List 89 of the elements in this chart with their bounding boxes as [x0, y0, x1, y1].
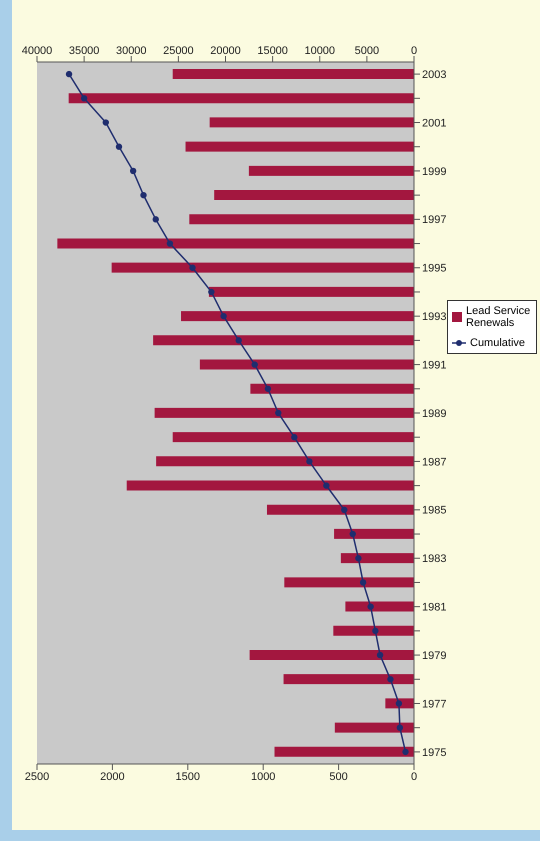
- point: [367, 603, 374, 610]
- point: [323, 482, 330, 489]
- y-tick-label: 1993: [422, 311, 446, 324]
- bar: [210, 117, 414, 128]
- x-tick-label: 0: [410, 770, 418, 783]
- point: [235, 337, 242, 344]
- point: [360, 579, 366, 586]
- y-tick-label: 1999: [422, 166, 446, 178]
- y-tick-label: 1981: [422, 602, 446, 614]
- legend-label: Lead Service Renewals: [466, 305, 532, 329]
- x-tick-label: 2500: [24, 770, 50, 783]
- point: [189, 264, 196, 271]
- bar: [208, 286, 414, 297]
- y-tick-label: 1983: [422, 553, 446, 566]
- bar: [214, 190, 414, 200]
- point: [140, 192, 147, 198]
- point: [80, 95, 88, 102]
- point: [166, 240, 174, 247]
- point: [66, 70, 72, 78]
- bar: [153, 335, 414, 346]
- x-tick-label: 500: [329, 770, 348, 783]
- point: [102, 119, 110, 126]
- point: [355, 555, 362, 562]
- x-tick-label: 1000: [250, 770, 276, 783]
- point: [252, 361, 258, 368]
- legend-label: Cumulative: [470, 337, 526, 349]
- point: [306, 458, 313, 465]
- bar: [181, 311, 414, 322]
- bar: [284, 674, 414, 684]
- bar: [172, 432, 414, 442]
- x2-tick-label: 5000: [354, 45, 380, 57]
- bar: [126, 480, 414, 491]
- x2-tick-label: 35000: [68, 45, 100, 57]
- x2-tick-label: 0: [410, 45, 418, 57]
- bar: [274, 746, 414, 757]
- bar: [57, 238, 414, 248]
- x-tick-label: 1500: [176, 770, 200, 783]
- bar: [340, 553, 414, 564]
- point: [372, 628, 379, 634]
- point: [130, 168, 136, 174]
- bar: [345, 602, 414, 612]
- bar: [334, 528, 414, 539]
- bar: [200, 359, 414, 370]
- point: [275, 410, 282, 416]
- bar: [250, 384, 414, 394]
- point: [402, 748, 409, 756]
- point: [264, 386, 272, 392]
- point: [116, 144, 122, 150]
- point: [341, 506, 348, 514]
- y-tick-label: 1997: [422, 214, 446, 226]
- y-tick-label: 1975: [422, 746, 446, 759]
- point: [396, 700, 402, 707]
- y-tick-label: 2003: [422, 69, 446, 82]
- x2-tick-label: 10000: [304, 45, 336, 57]
- point: [220, 312, 227, 320]
- y-tick-label: 1985: [422, 504, 446, 517]
- point: [208, 288, 215, 296]
- point: [291, 434, 298, 440]
- bar: [284, 577, 414, 588]
- x2-tick-label: 15000: [257, 45, 288, 57]
- x2-tick-label: 20000: [210, 45, 241, 57]
- point: [376, 652, 384, 658]
- bar: [333, 626, 414, 636]
- point: [350, 530, 356, 538]
- x2-tick-label: 25000: [163, 45, 194, 57]
- bar: [156, 456, 414, 466]
- bar: [112, 262, 414, 273]
- y-tick-label: 1977: [422, 698, 446, 710]
- y-tick-label: 1979: [422, 650, 446, 662]
- x-tick-label: 2000: [100, 770, 125, 783]
- bar: [68, 93, 414, 104]
- y-tick-label: 1991: [422, 359, 446, 372]
- point: [396, 724, 404, 731]
- point: [387, 676, 394, 682]
- bar: [172, 69, 414, 79]
- y-tick-label: 1987: [422, 456, 446, 468]
- y-tick-label: 1995: [422, 262, 446, 275]
- y-tick-label: 1989: [422, 408, 446, 420]
- bar: [154, 408, 414, 418]
- x2-tick-label: 30000: [116, 45, 147, 57]
- bar: [334, 722, 414, 733]
- bar: [186, 142, 414, 152]
- bar: [266, 504, 414, 515]
- y-tick-label: 2001: [422, 117, 446, 130]
- x2-tick-label: 40000: [22, 45, 52, 57]
- bar: [248, 166, 414, 176]
- bar: [189, 214, 414, 224]
- bar: [250, 650, 414, 660]
- point: [152, 216, 159, 223]
